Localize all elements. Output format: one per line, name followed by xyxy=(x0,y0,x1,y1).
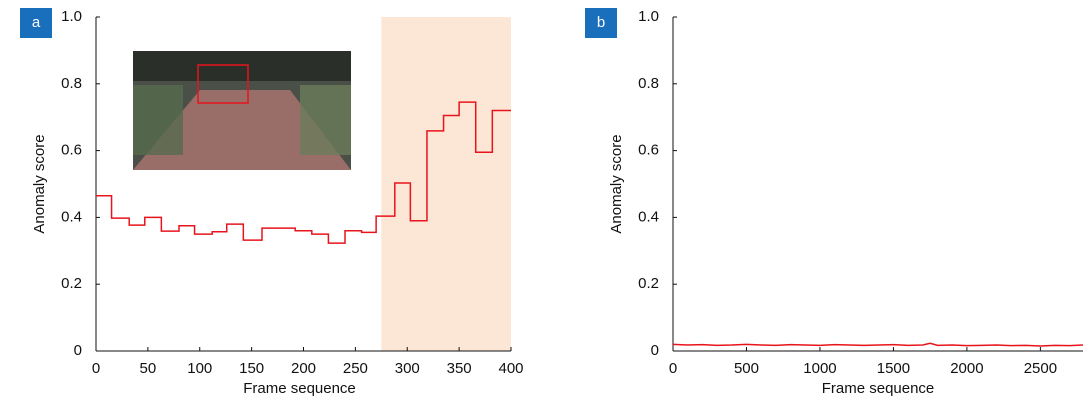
x-tick-label: 0 xyxy=(92,360,100,377)
y-tick-label: 0.8 xyxy=(638,75,659,92)
x-tick-label: 2000 xyxy=(950,360,983,377)
y-axis-label: Anomaly score xyxy=(608,134,625,233)
y-tick-label: 0.2 xyxy=(638,275,659,292)
x-tick-label: 1000 xyxy=(803,360,836,377)
y-tick-label: 0.6 xyxy=(638,142,659,159)
panel-label-box xyxy=(20,8,52,38)
y-tick-label: 1.0 xyxy=(638,8,659,25)
data-line xyxy=(96,101,511,244)
y-tick-label: 0.4 xyxy=(61,208,82,225)
x-axis-label: Frame sequence xyxy=(243,380,356,397)
y-tick-label: 0 xyxy=(74,342,82,359)
x-tick-label: 150 xyxy=(239,360,264,377)
x-tick-label: 100 xyxy=(187,360,212,377)
panel-label-box xyxy=(585,8,617,38)
x-tick-label: 200 xyxy=(291,360,316,377)
y-axis-label: Anomaly score xyxy=(31,134,48,233)
y-tick-label: 0.6 xyxy=(61,142,82,159)
x-tick-label: 500 xyxy=(734,360,759,377)
panel-label: b xyxy=(597,14,605,31)
x-tick-label: 300 xyxy=(395,360,420,377)
panel xyxy=(381,17,511,351)
y-tick-label: 0 xyxy=(651,342,659,359)
y-tick-label: 0.8 xyxy=(61,75,82,92)
y-tick-label: 1.0 xyxy=(61,8,82,25)
panel-label: a xyxy=(32,14,41,31)
x-tick-label: 400 xyxy=(498,360,523,377)
x-tick-label: 0 xyxy=(669,360,677,377)
inset-image xyxy=(133,51,351,170)
data-line xyxy=(672,342,1084,347)
y-tick-label: 0.2 xyxy=(61,275,82,292)
y-tick-label: 0.4 xyxy=(638,208,659,225)
x-tick-label: 2500 xyxy=(1024,360,1057,377)
shaded-region xyxy=(381,17,511,351)
x-tick-label: 50 xyxy=(140,360,157,377)
x-axis-label: Frame sequence xyxy=(822,380,935,397)
x-tick-label: 1500 xyxy=(877,360,910,377)
x-tick-label: 350 xyxy=(447,360,472,377)
x-tick-label: 250 xyxy=(343,360,368,377)
